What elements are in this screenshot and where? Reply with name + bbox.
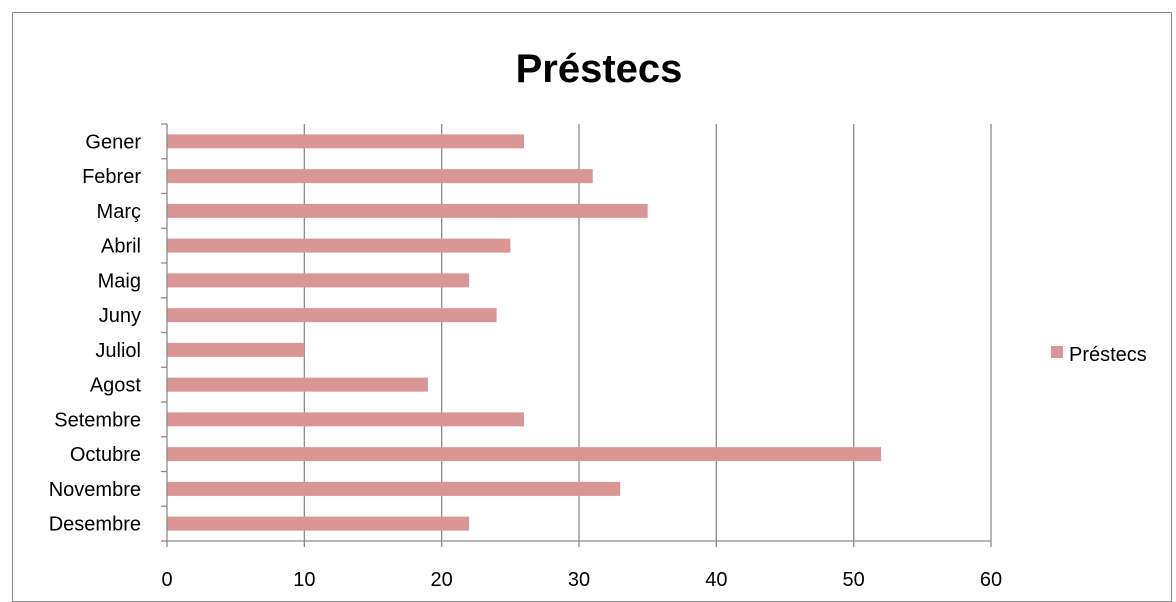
category-label: Setembre xyxy=(54,409,141,431)
x-tick-label: 30 xyxy=(568,569,590,591)
x-tick-label: 0 xyxy=(161,569,172,591)
bar-octubre xyxy=(167,447,882,462)
x-tick-label: 40 xyxy=(705,569,727,591)
bar-maig xyxy=(167,273,470,288)
bar-desembre xyxy=(167,516,470,531)
gridlines xyxy=(303,124,992,541)
category-label: Novembre xyxy=(49,479,141,501)
bar-febrer xyxy=(167,169,593,184)
tick-labels: 0 10 20 30 40 50 60 xyxy=(161,569,1002,591)
category-label: Octubre xyxy=(70,444,141,466)
bar-setembre xyxy=(167,412,525,427)
bar-novembre xyxy=(167,481,621,496)
category-label: Març xyxy=(97,201,141,223)
bar-gener xyxy=(167,134,525,149)
bar-agost xyxy=(167,377,428,392)
bar-juny xyxy=(167,308,497,323)
chart-frame xyxy=(12,12,1172,602)
category-label: Juny xyxy=(99,305,141,327)
legend-swatch xyxy=(1051,346,1063,358)
category-label: Juliol xyxy=(95,340,141,362)
bar-juliol xyxy=(167,342,305,357)
x-tick-label: 50 xyxy=(843,569,865,591)
category-label: Desembre xyxy=(49,514,141,536)
category-label: Agost xyxy=(90,375,142,397)
x-tick-label: 20 xyxy=(431,569,453,591)
category-label: Abril xyxy=(101,236,141,258)
category-label: Maig xyxy=(98,270,141,292)
bar-març xyxy=(167,203,648,218)
x-tick-label: 10 xyxy=(293,569,315,591)
legend-label: Préstecs xyxy=(1069,344,1147,366)
x-tick-label: 60 xyxy=(980,569,1002,591)
category-label: Gener xyxy=(85,131,141,153)
category-label: Febrer xyxy=(82,166,141,188)
legend: Préstecs xyxy=(1051,344,1147,366)
axes xyxy=(161,123,992,547)
category-labels: Gener Febrer Març Abril Maig Juny Juliol Agost S… xyxy=(49,131,142,535)
chart-title: Préstecs xyxy=(516,47,683,91)
bar-abril xyxy=(167,238,511,253)
bars xyxy=(167,134,882,531)
